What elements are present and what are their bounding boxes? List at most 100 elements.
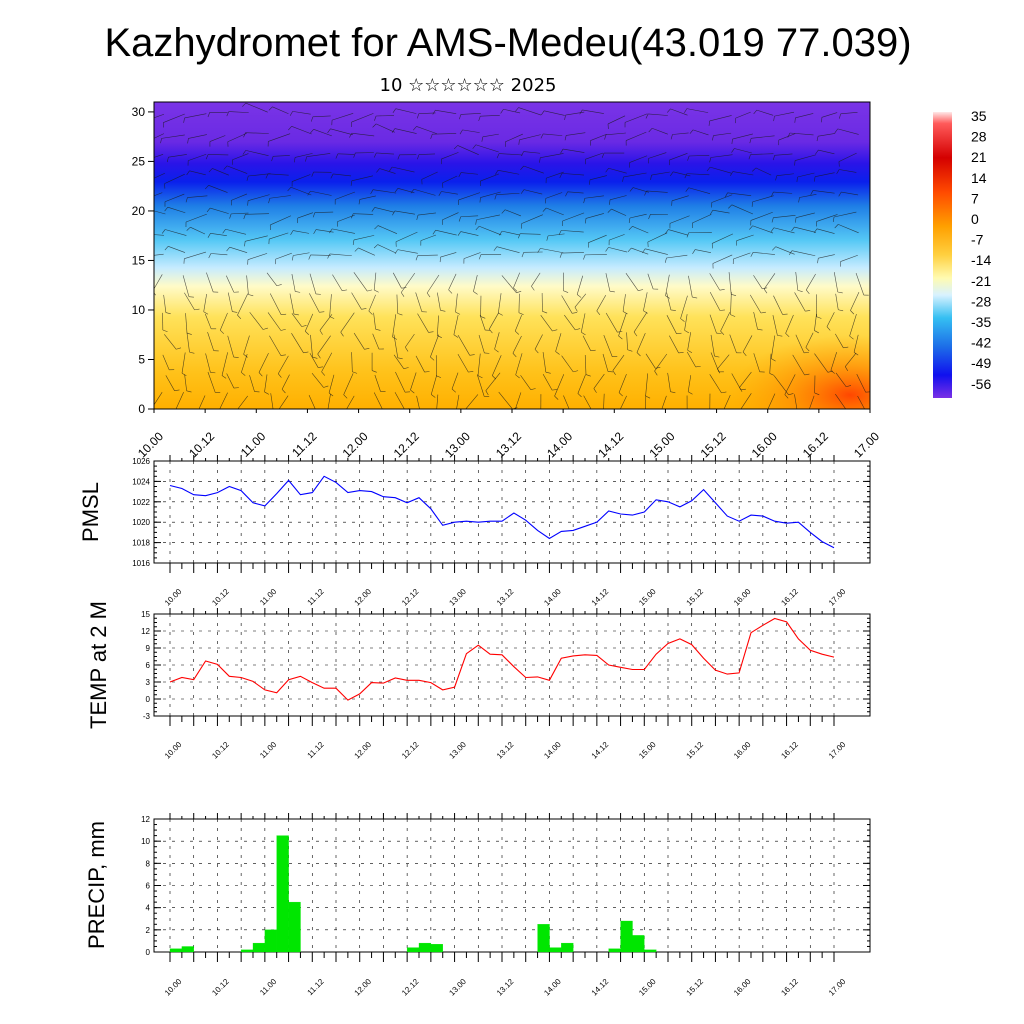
wind-barb bbox=[756, 109, 774, 116]
wind-barb bbox=[799, 193, 817, 198]
wind-barb bbox=[327, 393, 331, 409]
wind-barb-flag bbox=[280, 328, 286, 331]
y-tick-label: 1018 bbox=[132, 539, 150, 548]
precip-bar bbox=[537, 924, 550, 953]
wind-barb-flag bbox=[817, 258, 819, 264]
wind-barb bbox=[310, 190, 332, 196]
wind-barb-flag bbox=[456, 411, 460, 414]
wind-barb-flag bbox=[838, 113, 841, 119]
warm-region bbox=[730, 335, 870, 409]
wind-barb bbox=[839, 169, 857, 173]
wind-barb-flag bbox=[542, 207, 547, 212]
wind-barb-flag bbox=[572, 312, 578, 314]
wind-barb-flag bbox=[607, 208, 612, 213]
wind-barb-flag bbox=[541, 110, 545, 116]
wind-barb-flag bbox=[609, 199, 611, 205]
wind-barb bbox=[306, 153, 331, 157]
wind-barb-flag bbox=[805, 347, 810, 352]
wind-barb-flag bbox=[301, 325, 307, 327]
wind-barb-flag bbox=[394, 188, 399, 193]
wind-barb bbox=[645, 248, 668, 255]
wind-barb-flag bbox=[520, 165, 524, 170]
wind-barb-flag bbox=[232, 311, 238, 313]
wind-barb bbox=[833, 211, 857, 218]
wind-barb-flag bbox=[374, 289, 379, 293]
wind-barb-flag bbox=[440, 310, 446, 312]
wind-barb-flag bbox=[501, 209, 506, 214]
wind-barb-flag bbox=[340, 331, 344, 337]
wind-barb bbox=[531, 272, 541, 287]
colorbar-label: -14 bbox=[971, 252, 991, 268]
colorbar-labels: 35 28 21 14 7 0 -7 -14 -21 -28 -35 -42 -49 -56 bbox=[971, 108, 991, 392]
wind-barb bbox=[281, 374, 290, 390]
wind-barb-flag bbox=[358, 199, 361, 205]
wind-barb-flag bbox=[208, 253, 212, 259]
wind-barb-flag bbox=[403, 367, 409, 369]
wind-barb-flag bbox=[328, 392, 334, 397]
wind-barb bbox=[245, 102, 268, 113]
wind-barb bbox=[520, 233, 541, 235]
wind-barb bbox=[237, 395, 248, 409]
wind-barbs bbox=[154, 102, 872, 414]
precip-bar bbox=[169, 948, 183, 953]
wind-barb-flag bbox=[207, 112, 211, 118]
wind-barb bbox=[515, 392, 522, 409]
wind-barb bbox=[163, 113, 185, 123]
wind-barb bbox=[602, 353, 609, 372]
wind-barb-flag bbox=[361, 308, 367, 310]
wind-barb-flag bbox=[289, 111, 293, 116]
wind-barb-flag bbox=[867, 413, 872, 414]
x-tick-label: 12.00 bbox=[340, 429, 371, 460]
wind-barb bbox=[773, 295, 783, 315]
wind-barb bbox=[436, 315, 439, 336]
wind-barb-flag bbox=[750, 252, 754, 257]
wind-barb bbox=[227, 132, 247, 143]
wind-barb-flag bbox=[229, 213, 232, 219]
wind-barb-flag bbox=[485, 390, 489, 396]
wind-barb-flag bbox=[838, 309, 844, 312]
wind-barb bbox=[712, 209, 730, 214]
wind-barb-flag bbox=[521, 151, 524, 157]
wind-barb bbox=[373, 189, 397, 194]
wind-barb-flag bbox=[500, 109, 504, 114]
wind-barb bbox=[841, 191, 859, 196]
wind-barb bbox=[415, 292, 423, 312]
wind-barb bbox=[210, 253, 228, 256]
wind-barb-flag bbox=[458, 172, 462, 178]
wind-barb-flag bbox=[310, 129, 314, 134]
wind-barb bbox=[583, 395, 592, 409]
wind-barb bbox=[418, 112, 436, 114]
x-tick-label: 13.00 bbox=[447, 977, 468, 998]
wind-barb bbox=[612, 354, 625, 371]
wind-barb bbox=[729, 334, 737, 353]
wind-barb bbox=[264, 374, 268, 392]
wind-barb-flag bbox=[531, 286, 535, 291]
wind-barb-flag bbox=[518, 139, 520, 145]
wind-barb bbox=[231, 193, 248, 201]
wind-barb-flag bbox=[194, 308, 200, 311]
wind-barb bbox=[269, 195, 291, 199]
precip-bar bbox=[608, 948, 621, 953]
cross-section-y-axis: 0 5 10 15 20 25 30 bbox=[132, 105, 154, 416]
wind-barb bbox=[645, 373, 649, 396]
wind-barb-flag bbox=[161, 229, 166, 234]
wind-barb bbox=[164, 193, 185, 203]
wind-barb-flag bbox=[183, 117, 185, 123]
wind-barb bbox=[596, 294, 607, 312]
precip-bar bbox=[252, 942, 266, 953]
wind-barb bbox=[397, 249, 418, 254]
wind-barb bbox=[545, 192, 563, 199]
wind-barb bbox=[321, 352, 333, 372]
wind-barb bbox=[210, 207, 229, 214]
wind-barb-flag bbox=[389, 166, 393, 172]
wind-barb-flag bbox=[312, 356, 318, 359]
wind-barb-flag bbox=[797, 290, 803, 292]
wind-barb-flag bbox=[417, 154, 420, 160]
wind-barb bbox=[421, 171, 438, 180]
wind-barb-flag bbox=[816, 316, 822, 319]
wind-barb bbox=[795, 212, 815, 218]
y-tick-label: 8 bbox=[146, 859, 151, 868]
wind-barb-flag bbox=[371, 207, 375, 212]
wind-barb bbox=[791, 250, 816, 257]
wind-barb bbox=[767, 393, 776, 409]
